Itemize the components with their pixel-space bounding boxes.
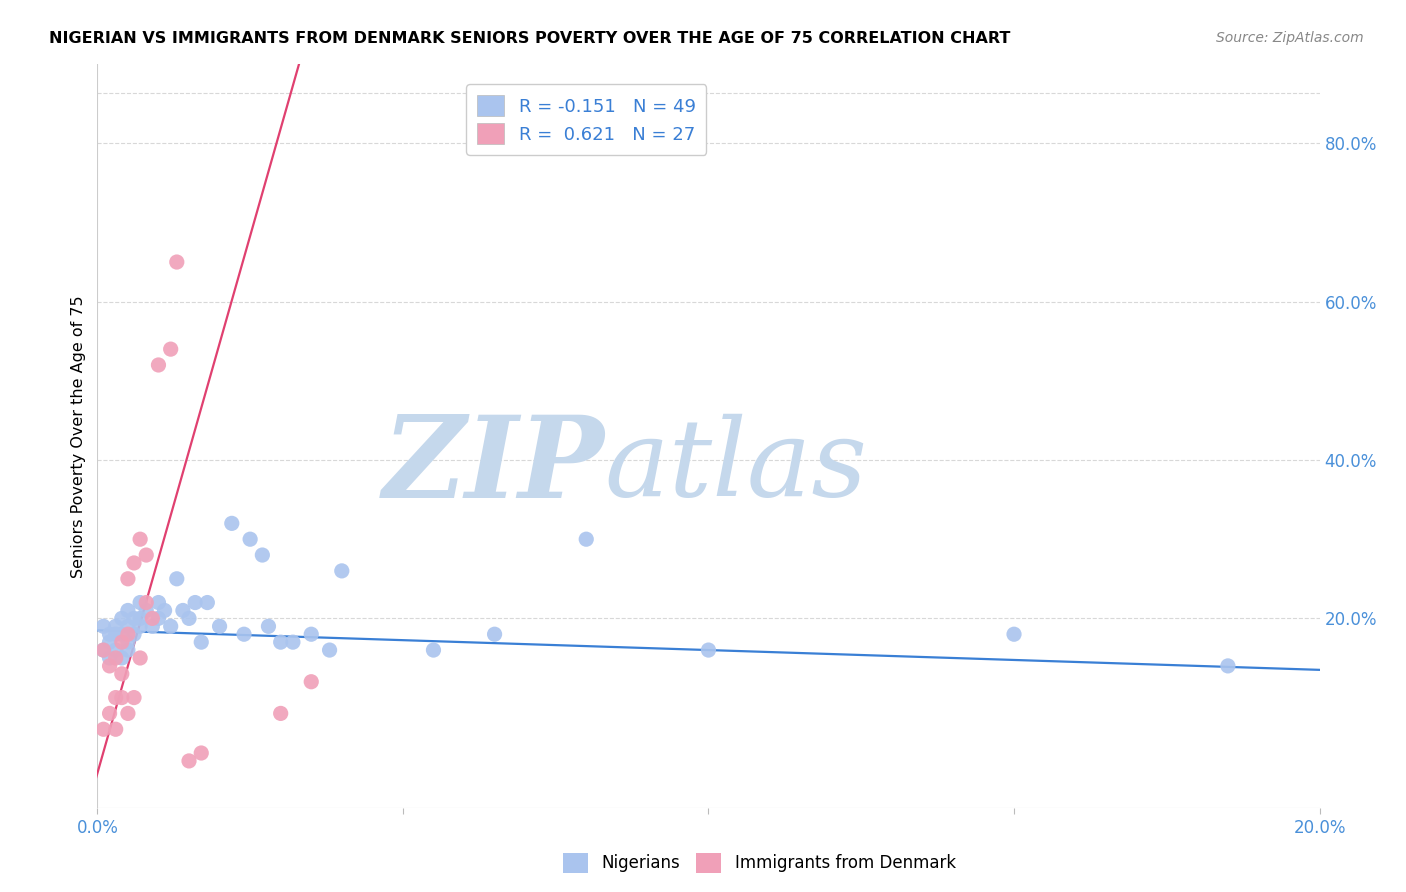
Point [221,516,243,531]
Point [299,674,322,689]
Point [422,643,444,657]
Point [104,690,127,705]
Point [104,643,127,657]
Point [104,627,127,641]
Point [195,596,218,610]
Point [129,619,152,633]
Point [166,255,188,269]
Point [117,706,139,721]
Text: NIGERIAN VS IMMIGRANTS FROM DENMARK SENIORS POVERTY OVER THE AGE OF 75 CORRELATI: NIGERIAN VS IMMIGRANTS FROM DENMARK SENI… [49,31,1011,46]
Point [575,532,598,546]
Point [166,572,188,586]
Point [98,627,121,641]
Point [111,627,134,641]
Point [239,532,262,546]
Text: Source: ZipAtlas.com: Source: ZipAtlas.com [1216,31,1364,45]
Point [98,635,121,649]
Point [98,651,121,665]
Point [148,358,170,372]
Point [252,548,274,562]
Point [129,611,152,625]
Point [330,564,353,578]
Point [318,643,340,657]
Point [117,619,139,633]
Point [233,627,256,641]
Point [104,723,127,737]
Point [117,603,139,617]
Point [148,611,170,625]
Point [1002,627,1025,641]
Point [98,659,121,673]
Point [93,619,115,633]
Point [153,603,176,617]
Legend: R = -0.151   N = 49, R =  0.621   N = 27: R = -0.151 N = 49, R = 0.621 N = 27 [467,84,706,155]
Point [93,643,115,657]
Point [129,596,152,610]
Point [184,596,207,610]
Point [117,643,139,657]
Point [135,603,157,617]
Legend: Nigerians, Immigrants from Denmark: Nigerians, Immigrants from Denmark [555,847,963,880]
Point [93,723,115,737]
Point [122,690,145,705]
Point [177,754,200,768]
Point [135,548,157,562]
Text: atlas: atlas [605,413,868,518]
Point [117,635,139,649]
Point [129,532,152,546]
Point [270,635,292,649]
Point [111,635,134,649]
Point [111,690,134,705]
Point [159,342,181,356]
Point [159,619,181,633]
Point [141,611,163,625]
Point [208,619,231,633]
Point [135,596,157,610]
Point [190,746,212,760]
Point [122,611,145,625]
Point [93,643,115,657]
Point [129,651,152,665]
Text: ZIP: ZIP [382,410,605,522]
Y-axis label: Seniors Poverty Over the Age of 75: Seniors Poverty Over the Age of 75 [72,295,86,577]
Point [111,666,134,681]
Point [281,635,304,649]
Point [122,556,145,570]
Point [111,651,134,665]
Point [257,619,280,633]
Point [484,627,506,641]
Point [172,603,194,617]
Point [270,706,292,721]
Point [1216,659,1239,673]
Point [697,643,720,657]
Point [122,627,145,641]
Point [148,596,170,610]
Point [111,611,134,625]
Point [104,619,127,633]
Point [104,651,127,665]
Point [117,572,139,586]
Point [299,627,322,641]
Point [98,706,121,721]
Point [190,635,212,649]
Point [117,627,139,641]
Point [141,619,163,633]
Point [177,611,200,625]
